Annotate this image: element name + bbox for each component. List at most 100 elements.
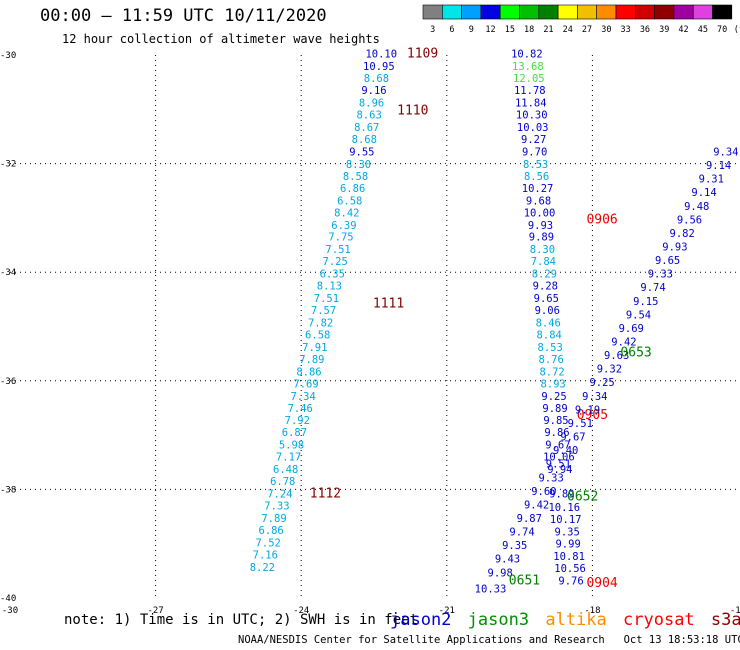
pass-time-label: 0653 <box>620 345 651 360</box>
x-tick-label: -15 <box>730 606 740 616</box>
scale-label: 18 <box>524 25 534 35</box>
swh-value: 9.32 <box>597 364 622 376</box>
swh-value: 9.51 <box>568 418 593 430</box>
scale-label: 33 <box>621 25 631 35</box>
swh-value: 9.82 <box>670 228 695 240</box>
swh-value: 10.17 <box>550 514 582 526</box>
swh-value: 9.42 <box>611 337 636 349</box>
swh-value: 9.31 <box>699 174 724 186</box>
swh-value: 7.34 <box>290 391 315 403</box>
swh-value: 9.67 <box>560 432 585 444</box>
swh-value: 9.33 <box>538 472 563 484</box>
scale-label: 45 <box>698 25 708 35</box>
scale-label: 42 <box>678 25 688 35</box>
swh-value: 8.84 <box>537 329 562 341</box>
swh-value: 9.99 <box>555 539 580 551</box>
swh-value: 6.78 <box>270 476 295 488</box>
swh-value: 9.69 <box>619 323 644 335</box>
swh-value: 7.57 <box>311 305 336 317</box>
swh-value: 9.14 <box>706 160 731 172</box>
swh-value: 9.43 <box>495 554 520 566</box>
swh-value: 9.28 <box>533 281 558 293</box>
swh-value: 10.10 <box>365 49 397 61</box>
scale-swatch <box>712 4 733 20</box>
y-tick-label: -32 <box>0 160 16 170</box>
swh-value: 7.24 <box>267 489 292 501</box>
swh-value: 10.30 <box>516 110 548 122</box>
swh-value: 9.86 <box>544 427 569 439</box>
swh-value: 9.48 <box>684 201 709 213</box>
swh-value: 6.48 <box>273 464 298 476</box>
pass-time-label: 0905 <box>577 408 608 423</box>
scale-label: 27 <box>582 25 592 35</box>
swh-value: 9.40 <box>553 445 578 457</box>
swh-value: 8.53 <box>523 159 548 171</box>
y-tick-label: -34 <box>0 268 16 278</box>
x-tick-label: -27 <box>147 606 163 616</box>
swh-value: 7.46 <box>288 403 313 415</box>
swh-value: 9.94 <box>547 464 572 476</box>
scale-label: 36 <box>640 25 650 35</box>
swh-value: 9.89 <box>542 403 567 415</box>
swh-value: 9.25 <box>589 377 614 389</box>
swh-value: 9.15 <box>633 296 658 308</box>
swh-value: 11.84 <box>515 98 547 110</box>
swh-value: 9.85 <box>543 415 568 427</box>
swh-value: 9.56 <box>677 214 702 226</box>
page-subtitle: 12 hour collection of altimeter wave hei… <box>62 32 380 46</box>
swh-value: 13.68 <box>512 61 544 73</box>
swh-value: 6.58 <box>305 329 330 341</box>
swh-value: 7.51 <box>314 293 339 305</box>
swh-value: 7.17 <box>276 452 301 464</box>
pass-time-label: 0906 <box>586 212 617 227</box>
swh-value: 7.51 <box>325 244 350 256</box>
swh-value: 8.76 <box>538 354 563 366</box>
swh-value: 8.56 <box>524 171 549 183</box>
x-tick-label: -24 <box>293 606 309 616</box>
swh-value: 9.34 <box>582 391 607 403</box>
swh-value: 11.78 <box>514 85 546 97</box>
swh-value: 9.51 <box>546 459 571 471</box>
y-tick-label: -36 <box>0 377 16 387</box>
swh-value: 9.35 <box>555 527 580 539</box>
pass-time-label: 0651 <box>509 573 540 588</box>
swh-value: 6.35 <box>320 269 345 281</box>
swh-value: 10.81 <box>553 551 585 563</box>
scale-label: 30 <box>601 25 611 35</box>
swh-value: 10.06 <box>543 452 575 464</box>
y-tick-label: -38 <box>0 485 16 495</box>
legend-s3a: s3a <box>710 610 740 630</box>
swh-value: 7.16 <box>253 549 278 561</box>
swh-value: 9.67 <box>545 440 570 452</box>
scale-label: 39 <box>659 25 669 35</box>
swh-value: 8.68 <box>364 73 389 85</box>
swh-value: 12.05 <box>513 73 545 85</box>
swh-value: 9.16 <box>361 85 386 97</box>
swh-value: 10.95 <box>363 61 395 73</box>
swh-value: 9.25 <box>541 391 566 403</box>
swh-value: 8.67 <box>354 122 379 134</box>
y-tick-label: -30 <box>0 51 16 61</box>
x-tick-label: -18 <box>584 606 600 616</box>
scale-label: 6 <box>449 25 454 35</box>
swh-value: 8.22 <box>250 562 275 574</box>
swh-value: 9.27 <box>521 134 546 146</box>
swh-value: 6.39 <box>331 220 356 232</box>
swh-value: 6.86 <box>258 525 283 537</box>
swh-value: 10.03 <box>517 122 549 134</box>
scale-label: 9 <box>469 25 474 35</box>
swh-value: 10.27 <box>522 183 554 195</box>
swh-value: 8.68 <box>352 134 377 146</box>
legend-cryosat: cryosat <box>623 610 695 630</box>
pass-time-label: 1109 <box>407 47 438 62</box>
swh-value: 7.92 <box>285 415 310 427</box>
swh-value: 9.70 <box>522 146 547 158</box>
swh-value: 7.52 <box>256 537 281 549</box>
swh-value: 9.63 <box>604 350 629 362</box>
swh-value: 7.91 <box>302 342 327 354</box>
swh-value: 8.30 <box>530 244 555 256</box>
swh-value: 9.19 <box>575 404 600 416</box>
swh-value: 9.35 <box>502 540 527 552</box>
